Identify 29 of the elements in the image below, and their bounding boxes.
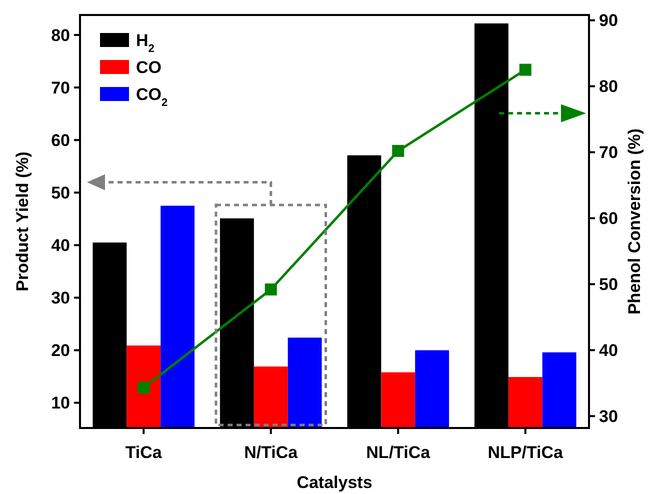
- y2-tick-label: 40: [599, 341, 618, 360]
- y-tick-label: 50: [51, 184, 70, 203]
- y2-tick-label: 90: [599, 11, 618, 30]
- y-tick-label: 40: [51, 236, 70, 256]
- y-tick-label: 70: [51, 78, 70, 98]
- y2-tick-label: 50: [599, 275, 618, 294]
- legend-label: CO$_{2}$: [136, 84, 168, 109]
- point: [519, 64, 532, 76]
- y2-tick-label: 80: [599, 77, 618, 96]
- x-axis-title: Catalysts: [296, 473, 372, 492]
- y2-tick-label: 30: [599, 407, 618, 426]
- y-tick-label: 10: [51, 394, 70, 413]
- y-tick-label: 30: [51, 288, 70, 308]
- legend-label: H$_{2}$: [136, 30, 154, 55]
- x-tick-label: TiCa: [125, 443, 162, 462]
- x-tick-label: NLP/TiCa: [488, 443, 564, 462]
- point: [392, 144, 404, 157]
- y-tick-label: 80: [51, 26, 70, 45]
- y-axis-title: Product Yield (%): [13, 152, 32, 292]
- y2-tick-label: 60: [599, 209, 618, 228]
- x-tick-label: NL/TiCa: [366, 443, 431, 462]
- y2-axis-title: Phenol Conversion (%): [625, 128, 644, 315]
- point: [138, 382, 150, 394]
- y-tick-label: 20: [51, 341, 70, 360]
- x-tick-label: N/TiCa: [244, 443, 298, 462]
- y-tick-label: 60: [51, 131, 70, 150]
- y2-tick-label: 70: [599, 143, 618, 162]
- legend-label: CO: [136, 58, 162, 77]
- point: [264, 283, 277, 296]
